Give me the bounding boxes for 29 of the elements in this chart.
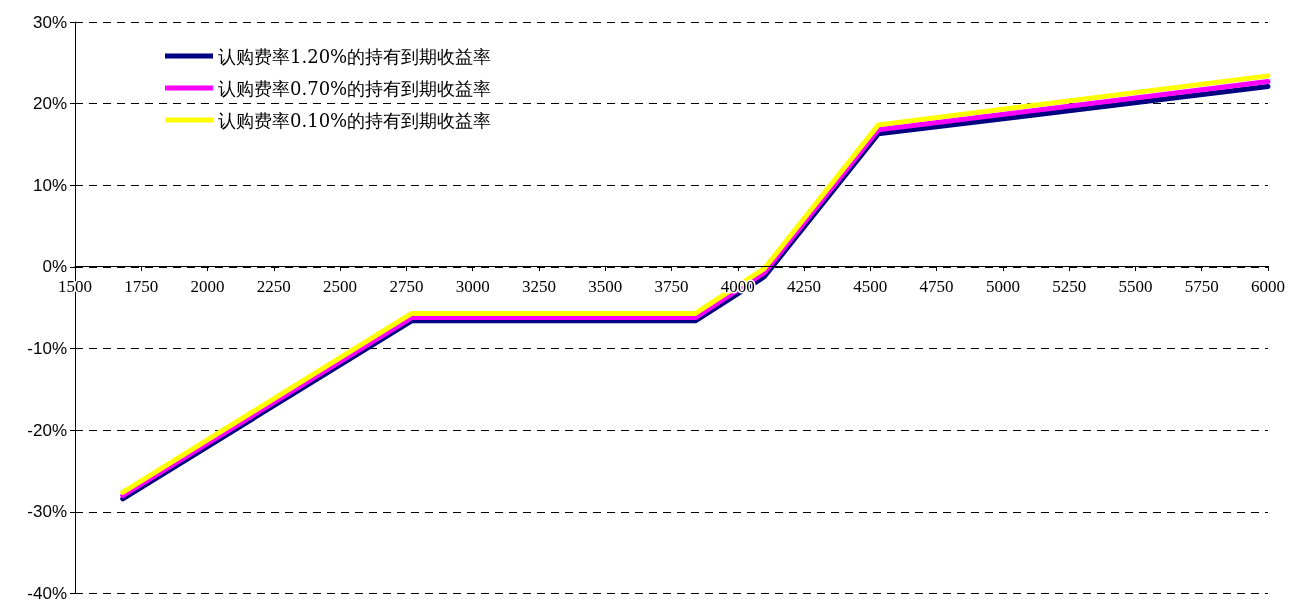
x-tick-label: 2250 [256,277,291,297]
y-tick-label: 0% [42,257,67,277]
y-tick-label: -20% [27,420,67,440]
x-tick-label: 3000 [455,277,490,297]
x-tick-label: 3750 [654,277,689,297]
x-tick-label: 2000 [190,277,225,297]
x-tick-label: 4000 [720,277,755,297]
legend-label: 认购费率1.20%的持有到期收益率 [218,45,492,67]
y-tick-label: -30% [27,502,67,522]
legend-label: 认购费率0.70%的持有到期收益率 [218,77,492,99]
x-tick-label: 5000 [985,277,1020,297]
y-tick-label: 20% [32,94,67,114]
x-tick-label: 4500 [853,277,888,297]
y-tick-label: 30% [32,12,67,32]
x-tick-label: 5500 [1118,277,1153,297]
x-tick-label: 4250 [787,277,822,297]
x-tick-label: 5250 [1052,277,1087,297]
x-tick-label: 5750 [1184,277,1219,297]
legend-label: 认购费率0.10%的持有到期收益率 [218,109,492,131]
y-tick-label: -40% [27,584,67,602]
x-tick-label: 2750 [389,277,424,297]
y-tick-label: -10% [27,339,67,359]
x-tick-label: 1750 [124,277,159,297]
x-tick-label: 4750 [919,277,954,297]
y-tick-label: 10% [32,175,67,195]
x-tick-label: 3500 [588,277,623,297]
x-tick-label: 6000 [1251,277,1285,297]
x-tick-label: 3250 [521,277,556,297]
x-tick-label: 2500 [323,277,358,297]
